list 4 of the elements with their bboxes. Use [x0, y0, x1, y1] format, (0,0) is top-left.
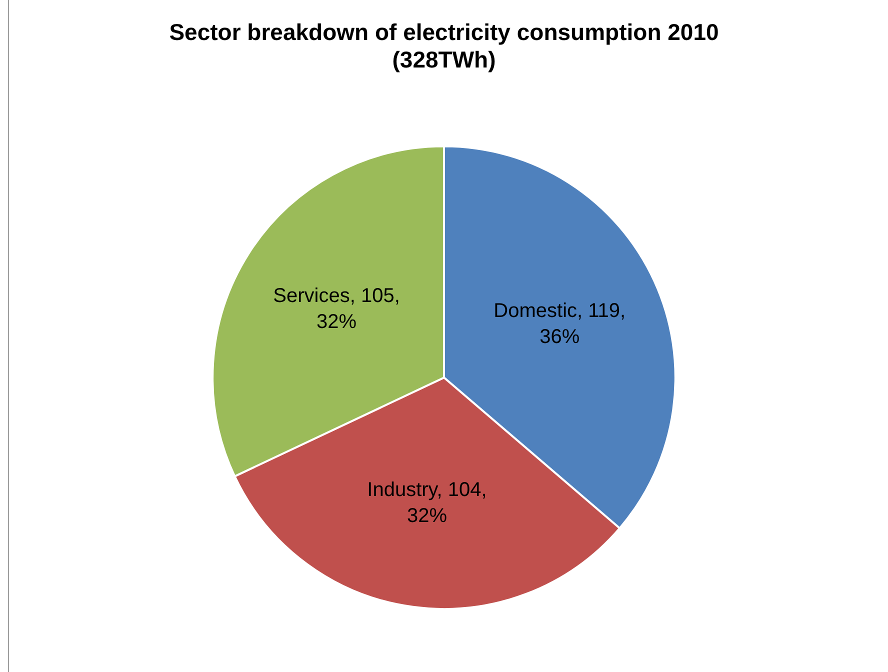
chart-title: Sector breakdown of electricity consumption 2010 (328TWh) [169, 19, 719, 73]
slice-label: Services, 105, 32% [273, 284, 400, 333]
slice-label: Industry, 104, 32% [367, 479, 487, 528]
slice-label: Domestic, 119, 36% [494, 300, 626, 348]
